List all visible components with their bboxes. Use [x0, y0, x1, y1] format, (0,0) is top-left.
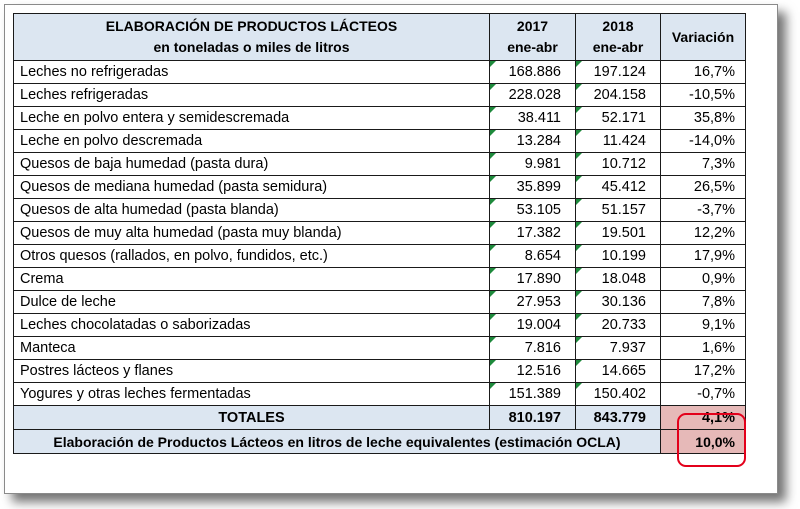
value-2017: 35.899 [489, 175, 576, 199]
variation-value: -3,7% [660, 198, 746, 222]
product-name: Quesos de baja humedad (pasta dura) [13, 152, 490, 176]
value-2018: 7.937 [575, 336, 661, 360]
variation-value: 7,3% [660, 152, 746, 176]
table-row: Yogures y otras leches fermentadas 151.38… [13, 382, 746, 406]
variation-value: 26,5% [660, 175, 746, 199]
product-name: Yogures y otras leches fermentadas [13, 382, 490, 406]
year-label: 2018 [602, 18, 634, 34]
totals-variation: 4,1% [660, 405, 746, 430]
totals-2018: 843.779 [575, 405, 661, 430]
value-2018: 45.412 [575, 175, 661, 199]
value-2017: 228.028 [489, 83, 576, 107]
value-2018: 150.402 [575, 382, 661, 406]
table-row: Leches chocolatadas o saborizadas 19.004 2… [13, 313, 746, 337]
variation-value: 17,2% [660, 359, 746, 383]
period-label: ene-abr [592, 39, 644, 55]
value-2017: 13.284 [489, 129, 576, 153]
variation-value: 7,8% [660, 290, 746, 314]
value-2018: 18.048 [575, 267, 661, 291]
value-2017: 168.886 [489, 60, 576, 84]
column-header-2018: 2018 ene-abr [575, 13, 661, 61]
variation-value: 0,9% [660, 267, 746, 291]
product-name: Leches no refrigeradas [13, 60, 490, 84]
value-2018: 10.712 [575, 152, 661, 176]
product-name: Quesos de alta humedad (pasta blanda) [13, 198, 490, 222]
value-2018: 51.157 [575, 198, 661, 222]
table-row: Crema 17.890 18.048 0,9% [13, 267, 746, 291]
product-name: Leches refrigeradas [13, 83, 490, 107]
column-header-variacion: Variación [660, 13, 746, 61]
footer-row: Elaboración de Productos Lácteos en litr… [13, 429, 746, 454]
value-2017: 7.816 [489, 336, 576, 360]
variation-value: 1,6% [660, 336, 746, 360]
variation-value: 35,8% [660, 106, 746, 130]
variation-value: 17,9% [660, 244, 746, 268]
table-row: Dulce de leche 27.953 30.136 7,8% [13, 290, 746, 314]
table-row: Otros quesos (rallados, en polvo, fundid… [13, 244, 746, 268]
table-row: Leches refrigeradas 228.028 204.158 -10,5% [13, 83, 746, 107]
value-2018: 19.501 [575, 221, 661, 245]
product-name: Quesos de muy alta humedad (pasta muy bl… [13, 221, 490, 245]
variation-value: 9,1% [660, 313, 746, 337]
value-2018: 197.124 [575, 60, 661, 84]
footer-variation: 10,0% [660, 429, 746, 454]
variation-value: -14,0% [660, 129, 746, 153]
value-2017: 17.890 [489, 267, 576, 291]
footer-label: Elaboración de Productos Lácteos en litr… [13, 429, 661, 454]
value-2018: 11.424 [575, 129, 661, 153]
product-name: Crema [13, 267, 490, 291]
product-name: Dulce de leche [13, 290, 490, 314]
totals-2017: 810.197 [489, 405, 576, 430]
value-2017: 19.004 [489, 313, 576, 337]
year-label: 2017 [516, 18, 549, 34]
product-name: Leche en polvo descremada [13, 129, 490, 153]
product-name: Quesos de mediana humedad (pasta semidur… [13, 175, 490, 199]
totals-label: TOTALES [13, 405, 490, 430]
dairy-production-table: ELABORACIÓN DE PRODUCTOS LÁCTEOS en tone… [13, 13, 746, 454]
table-row: Leche en polvo entera y semidescremada 38… [13, 106, 746, 130]
variation-value: 16,7% [660, 60, 746, 84]
period-label: ene-abr [507, 39, 558, 55]
table-row: Quesos de alta humedad (pasta blanda) 53.… [13, 198, 746, 222]
variation-value: -0,7% [660, 382, 746, 406]
value-2018: 204.158 [575, 83, 661, 107]
value-2017: 9.981 [489, 152, 576, 176]
table-row: Manteca 7.816 7.937 1,6% [13, 336, 746, 360]
table-row: Leche en polvo descremada 13.284 11.424 -14… [13, 129, 746, 153]
product-name: Otros quesos (rallados, en polvo, fundid… [13, 244, 490, 268]
product-name: Manteca [13, 336, 490, 360]
value-2017: 8.654 [489, 244, 576, 268]
product-name: Leche en polvo entera y semidescremada [13, 106, 490, 130]
value-2018: 20.733 [575, 313, 661, 337]
title-line-1: ELABORACIÓN DE PRODUCTOS LÁCTEOS [105, 18, 398, 34]
value-2017: 38.411 [489, 106, 576, 130]
product-name: Leches chocolatadas o saborizadas [13, 313, 490, 337]
table-row: Quesos de baja humedad (pasta dura) 9.981… [13, 152, 746, 176]
table-row: Leches no refrigeradas 168.886 197.124 16,7… [13, 60, 746, 84]
value-2017: 12.516 [489, 359, 576, 383]
table-row: Quesos de muy alta humedad (pasta muy bl… [13, 221, 746, 245]
product-name: Postres lácteos y flanes [13, 359, 490, 383]
totals-row: TOTALES 810.197 843.779 4,1% [13, 405, 746, 430]
variation-value: 12,2% [660, 221, 746, 245]
value-2018: 14.665 [575, 359, 661, 383]
value-2017: 53.105 [489, 198, 576, 222]
value-2017: 151.389 [489, 382, 576, 406]
table-row: Postres lácteos y flanes 12.516 14.665 17,2… [13, 359, 746, 383]
value-2018: 52.171 [575, 106, 661, 130]
value-2017: 17.382 [489, 221, 576, 245]
header-row: ELABORACIÓN DE PRODUCTOS LÁCTEOS en tone… [13, 13, 746, 61]
variation-value: -10,5% [660, 83, 746, 107]
value-2018: 10.199 [575, 244, 661, 268]
value-2017: 27.953 [489, 290, 576, 314]
table-title: ELABORACIÓN DE PRODUCTOS LÁCTEOS en tone… [13, 13, 490, 61]
value-2018: 30.136 [575, 290, 661, 314]
column-header-2017: 2017 ene-abr [489, 13, 576, 61]
table-row: Quesos de mediana humedad (pasta semidur… [13, 175, 746, 199]
title-line-2: en toneladas o miles de litros [153, 39, 350, 55]
